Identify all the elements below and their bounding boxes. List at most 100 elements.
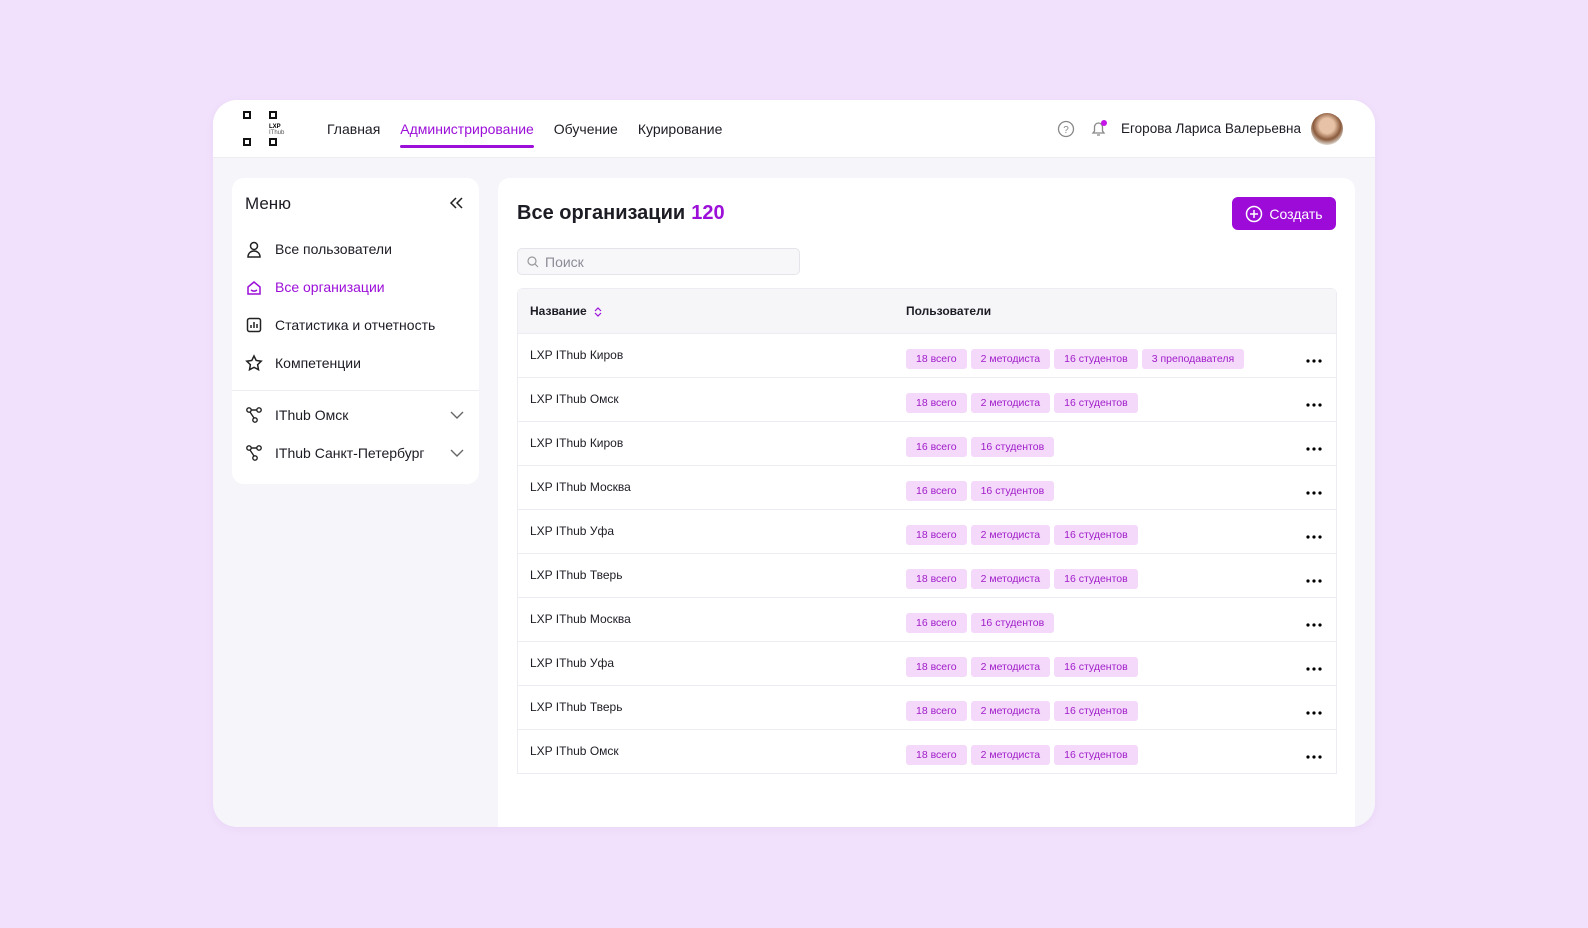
logo: LXP IThub <box>243 111 285 146</box>
more-button[interactable] <box>1306 352 1322 366</box>
tag: 16 всего <box>906 437 967 457</box>
table: Название Пользователи LXP IThub Киров 18 … <box>517 288 1337 774</box>
tags: 18 всего 2 методиста 16 студентов <box>906 525 1286 545</box>
more-button[interactable] <box>1306 572 1322 586</box>
more-button[interactable] <box>1306 748 1322 762</box>
org-name: LXP IThub Уфа <box>530 524 614 538</box>
org-name: LXP IThub Тверь <box>530 700 623 714</box>
logo-text: LXP <box>269 124 281 130</box>
tag: 16 всего <box>906 481 967 501</box>
avatar[interactable] <box>1311 113 1343 145</box>
user-name[interactable]: Егорова Лариса Валерьевна <box>1121 121 1301 136</box>
nav-link[interactable]: Главная <box>327 121 381 137</box>
nav-link[interactable]: Обучение <box>553 121 618 137</box>
help-icon[interactable]: ? <box>1057 120 1075 138</box>
tags: 16 всего 16 студентов <box>906 481 1286 501</box>
nav-link[interactable]: Курирование <box>637 121 723 137</box>
table-row: LXP IThub Уфа 18 всего 2 методиста 16 студе… <box>518 641 1336 685</box>
tag: 18 всего <box>906 657 967 677</box>
app-window: LXP IThub Главная Администрирование Обучен… <box>213 100 1375 827</box>
tag: 16 студентов <box>1054 701 1138 721</box>
tag: 2 методиста <box>970 393 1051 413</box>
nav-link[interactable]: Администрирование <box>400 100 534 158</box>
org-name: LXP IThub Омск <box>530 392 619 406</box>
tags: 18 всего 2 методиста 16 студентов <box>906 745 1286 765</box>
more-button[interactable] <box>1306 528 1322 542</box>
menu-item[interactable]: Все пользователи <box>245 240 392 258</box>
top-bar: LXP IThub Главная Администрирование Обучен… <box>213 100 1375 158</box>
table-row: LXP IThub Москва 16 всего 16 студентов <box>518 465 1336 509</box>
more-button[interactable] <box>1306 704 1322 718</box>
group-label: IThub Омск <box>275 407 349 423</box>
tag: 2 методиста <box>970 657 1051 677</box>
more-button[interactable] <box>1306 484 1322 498</box>
table-row: LXP IThub Киров 16 всего 16 студентов <box>518 421 1336 465</box>
tag: 2 методиста <box>970 525 1051 545</box>
tag: 16 всего <box>906 613 967 633</box>
org-group[interactable]: IThub Омск <box>245 406 464 424</box>
table-row: LXP IThub Омск 18 всего 2 методиста 16 студ… <box>518 729 1336 773</box>
tag: 18 всего <box>906 393 967 413</box>
nav: Главная Администрирование Обучение Курирова… <box>327 100 722 158</box>
tag: 16 студентов <box>970 481 1055 501</box>
tags: 18 всего 2 методиста 16 студентов <box>906 569 1286 589</box>
tags: 18 всего 2 методиста 16 студентов <box>906 393 1286 413</box>
sidebar-title: Меню <box>245 194 291 213</box>
sidebar: Меню Все пользователи Все организации Стат… <box>232 178 479 484</box>
menu-item[interactable]: Компетенции <box>245 354 361 372</box>
page-title: Все организации 120 <box>517 202 725 225</box>
button-label: Создать <box>1269 205 1323 222</box>
tags: 18 всего 2 методиста 16 студентов <box>906 657 1286 677</box>
tags: 16 всего 16 студентов <box>906 613 1286 633</box>
tag: 2 методиста <box>970 349 1051 369</box>
content: Все организации 120 Создать Поиск Названи… <box>498 178 1355 827</box>
group-label: IThub Санкт-Петербург <box>275 445 425 461</box>
tag: 2 методиста <box>970 701 1051 721</box>
tag: 18 всего <box>906 745 967 765</box>
notifications-icon[interactable] <box>1089 119 1109 139</box>
placeholder: Поиск <box>545 253 584 270</box>
menu-label: Статистика и отчетность <box>275 317 436 333</box>
tag: 18 всего <box>906 525 967 545</box>
menu-label: Все организации <box>275 279 385 295</box>
column-header[interactable]: Название <box>530 304 587 318</box>
tag: 16 студентов <box>1054 525 1138 545</box>
more-button[interactable] <box>1306 396 1322 410</box>
menu-item[interactable]: Все организации <box>245 278 385 296</box>
org-name: LXP IThub Москва <box>530 612 631 626</box>
org-group[interactable]: IThub Санкт-Петербург <box>245 444 464 462</box>
collapse-icon[interactable] <box>449 197 463 209</box>
table-row: LXP IThub Москва 16 всего 16 студентов <box>518 597 1336 641</box>
org-name: LXP IThub Омск <box>530 744 619 758</box>
menu-item[interactable]: Статистика и отчетность <box>245 316 435 334</box>
tag: 18 всего <box>906 569 967 589</box>
more-button[interactable] <box>1306 616 1322 630</box>
tag: 16 студентов <box>970 437 1055 457</box>
table-row: LXP IThub Тверь 18 всего 2 методиста 16 сту… <box>518 685 1336 729</box>
chevron <box>450 407 464 423</box>
org-name: LXP IThub Москва <box>530 480 631 494</box>
tag: 18 всего <box>906 701 967 721</box>
create-button[interactable]: Создать <box>1232 197 1336 230</box>
org-name: LXP IThub Тверь <box>530 568 623 582</box>
tags: 18 всего 2 методиста 16 студентов 3 препода… <box>906 349 1286 369</box>
org-name: LXP IThub Киров <box>530 436 624 450</box>
more-button[interactable] <box>1306 660 1322 674</box>
search-input[interactable]: Поиск <box>517 248 800 275</box>
tag: 16 студентов <box>1054 745 1138 765</box>
tag: 16 студентов <box>1054 657 1138 677</box>
table-row: LXP IThub Киров 18 всего 2 методиста 16 сту… <box>518 333 1336 377</box>
svg-text:?: ? <box>1063 125 1069 136</box>
table-row: LXP IThub Тверь 18 всего 2 методиста 16 сту… <box>518 553 1336 597</box>
menu-label: Компетенции <box>275 355 361 371</box>
logo-text: IThub <box>269 130 285 136</box>
tag: 2 методиста <box>970 745 1051 765</box>
tags: 18 всего 2 методиста 16 студентов <box>906 701 1286 721</box>
tag: 3 преподавателя <box>1141 349 1245 369</box>
tag: 16 студентов <box>1054 393 1138 413</box>
table-row: LXP IThub Омск 18 всего 2 методиста 16 студ… <box>518 377 1336 421</box>
more-button[interactable] <box>1306 440 1322 454</box>
tag: 16 студентов <box>970 613 1055 633</box>
table-row: LXP IThub Уфа 18 всего 2 методиста 16 студе… <box>518 509 1336 553</box>
column-header: Пользователи <box>906 304 992 318</box>
